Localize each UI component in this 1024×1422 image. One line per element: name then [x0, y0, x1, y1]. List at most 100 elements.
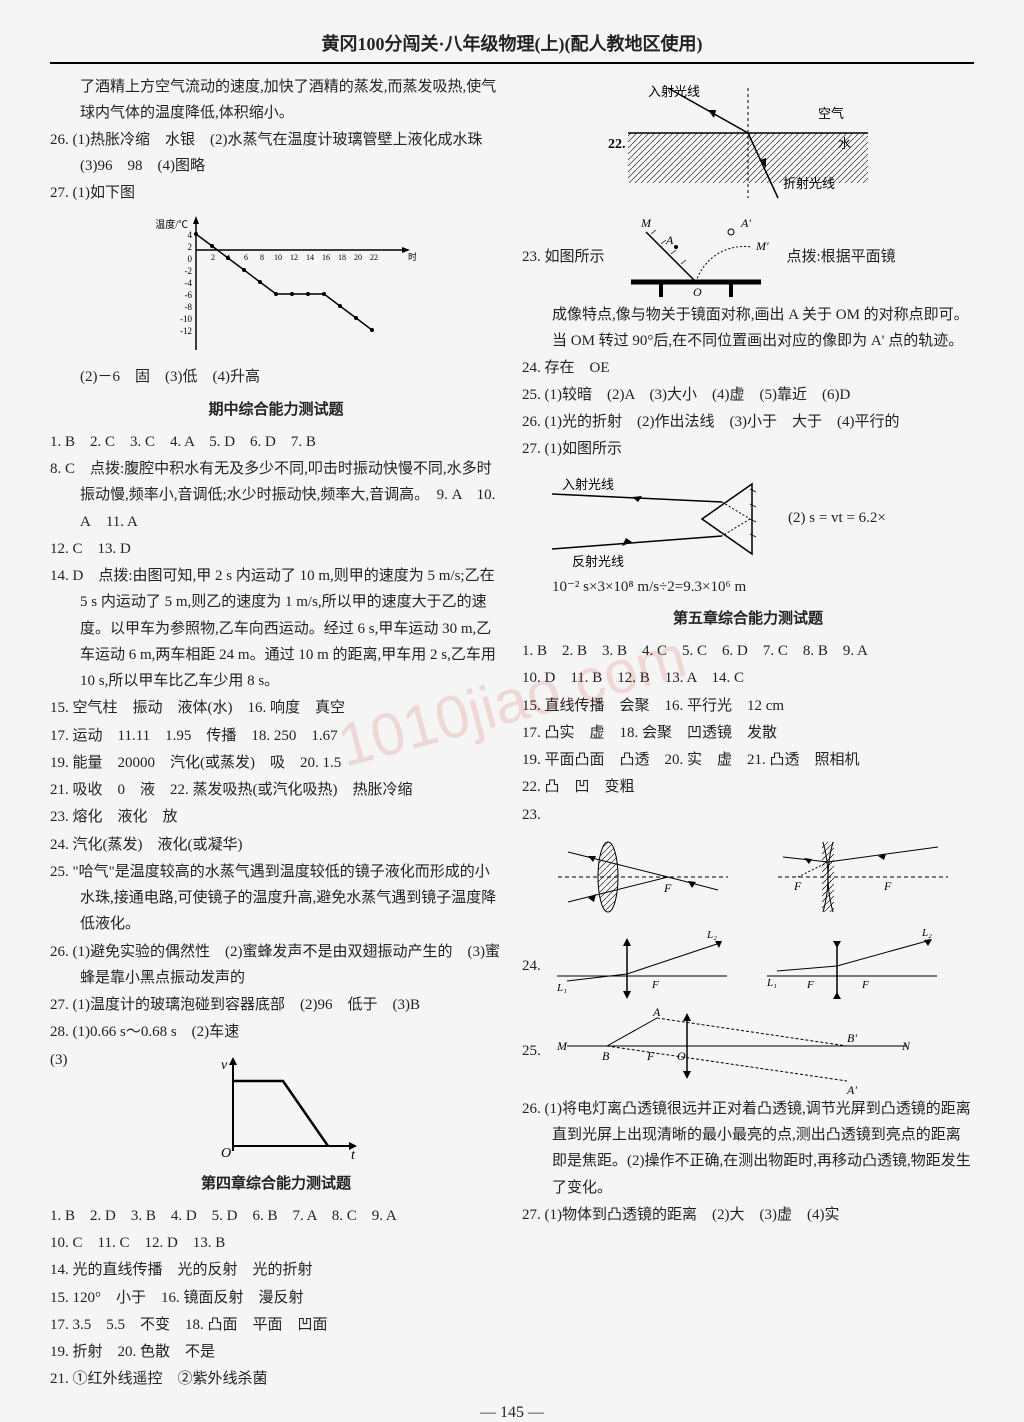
answer-item: 15. 直线传播 会聚 16. 平行光 12 cm: [522, 693, 974, 719]
answer-item: 19. 平面凸面 凸透 20. 实 虚 21. 凸透 照相机: [522, 747, 974, 773]
svg-text:6: 6: [244, 253, 248, 262]
answer-item: 12. C 13. D: [50, 536, 502, 562]
svg-text:O: O: [677, 1049, 686, 1063]
svg-text:18: 18: [338, 253, 346, 262]
answer-item: 1. B 2. D 3. B 4. D 5. D 6. B 7. A 8. C …: [50, 1203, 502, 1229]
answer-item: 23. 如图所示: [522, 244, 605, 270]
answer-item: 26. (1)将电灯离凸透镜很远并正对着凸透镜,调节光屏到凸透镜的距离直到光屏上…: [522, 1096, 974, 1201]
svg-text:0: 0: [188, 254, 193, 264]
svg-text:F: F: [883, 879, 892, 893]
svg-text:反射光线: 反射光线: [572, 554, 624, 569]
vt-graph-28: v t O: [213, 1051, 363, 1161]
svg-text:-6: -6: [185, 290, 193, 300]
page-number: — 145 —: [50, 1404, 974, 1422]
formula-text: (2) s = vt = 6.2×: [788, 505, 886, 531]
svg-text:B: B: [602, 1049, 610, 1063]
answer-item: 10. D 11. B 12. B 13. A 14. C: [522, 665, 974, 691]
page-header: 黄冈100分闯关·八年级物理(上)(配人教地区使用): [50, 30, 974, 64]
svg-text:A: A: [652, 1006, 661, 1019]
answer-item: 22. 凸 凹 变粗: [522, 774, 974, 800]
label: (3): [50, 1047, 68, 1073]
text-block: 了酒精上方空气流动的速度,加快了酒精的蒸发,而蒸发吸热,使气球内气体的温度降低,…: [50, 74, 502, 127]
prism-diagram-27: 入射光线 反射光线: [522, 464, 782, 574]
svg-text:A': A': [740, 216, 751, 230]
svg-text:时间/min: 时间/min: [408, 251, 416, 262]
svg-text:2: 2: [211, 253, 215, 262]
lens-diagrams-23: F F F: [538, 832, 958, 922]
lens-diagrams-24: F L₁ L₂ F F L₁ L₂: [547, 926, 947, 1006]
svg-text:L₁: L₁: [556, 982, 567, 994]
svg-text:22.: 22.: [608, 137, 626, 152]
svg-text:F: F: [646, 1049, 655, 1063]
answer-item: 25. "哈气"是温度较高的水蒸气遇到温度较低的镜子液化而形成的小水珠,接通电路…: [50, 859, 502, 938]
svg-text:14: 14: [306, 253, 314, 262]
answer-item: 10. C 11. C 12. D 13. B: [50, 1230, 502, 1256]
answer-item: 14. 光的直线传播 光的反射 光的折射: [50, 1257, 502, 1283]
refraction-diagram-22: 入射光线 空气 水 折射光线 22.: [608, 78, 888, 208]
answer-item: 15. 空气柱 振动 液体(水) 16. 响度 真空: [50, 695, 502, 721]
line-chart-27: 温度/℃ 时间/min 420 -2-4-6 -8-10-12 246 8101…: [136, 210, 416, 360]
answer-item: 26. (1)光的折射 (2)作出法线 (3)小于 大于 (4)平行的: [522, 409, 974, 435]
answer-item: 23.: [522, 802, 974, 828]
answer-item: 15. 120° 小于 16. 镜面反射 漫反射: [50, 1285, 502, 1311]
label: 入射光线: [648, 84, 700, 99]
text-block: 成像特点,像与物关于镜面对称,画出 A 关于 OM 的对称点即可。当 OM 转过…: [522, 302, 974, 355]
label: 折射光线: [783, 176, 835, 191]
svg-text:B': B': [847, 1031, 857, 1045]
svg-text:M': M': [755, 239, 769, 253]
answer-item: 28. (1)0.66 s～0.68 s (2)车速: [50, 1019, 502, 1045]
svg-text:F: F: [663, 881, 672, 895]
svg-text:20: 20: [354, 253, 362, 262]
svg-text:F: F: [806, 979, 814, 991]
svg-text:2: 2: [188, 242, 193, 252]
svg-text:F: F: [651, 979, 659, 991]
svg-text:-8: -8: [185, 302, 193, 312]
svg-text:O: O: [221, 1146, 231, 1161]
section-title-ch4: 第四章综合能力测试题: [50, 1171, 502, 1197]
svg-text:F: F: [861, 979, 869, 991]
svg-text:-4: -4: [185, 278, 193, 288]
svg-text:12: 12: [290, 253, 298, 262]
answer-item: 24. 汽化(蒸发) 液化(或凝华): [50, 832, 502, 858]
hint-text: 点拨:根据平面镜: [787, 244, 896, 270]
answer-item: 24. 存在 OE: [522, 355, 974, 381]
calculation-text: 10⁻² s×3×10⁸ m/s÷2=9.3×10⁶ m: [522, 574, 974, 600]
answer-item: 27. (1)温度计的玻璃泡碰到容器底部 (2)96 低于 (3)B: [50, 992, 502, 1018]
answer-item: 26. (1)避免实验的偶然性 (2)蜜蜂发声不是由双翅振动产生的 (3)蜜蜂是…: [50, 939, 502, 992]
svg-text:A: A: [665, 233, 674, 247]
plane-mirror-diagram-25: M N A B O F B' A': [547, 1006, 927, 1096]
two-column-layout: 了酒精上方空气流动的速度,加快了酒精的蒸发,而蒸发吸热,使气球内气体的温度降低,…: [50, 74, 974, 1394]
answer-item: 26. (1)热胀冷缩 水银 (2)水蒸气在温度计玻璃管壁上液化成水珠 (3)9…: [50, 127, 502, 180]
answer-item: 14. D 点拨:由图可知,甲 2 s 内运动了 10 m,则甲的速度为 5 m…: [50, 563, 502, 694]
answer-item: 27. (1)如下图: [50, 180, 502, 206]
svg-text:L₂: L₂: [706, 929, 717, 941]
answer-item: 17. 3.5 5.5 不变 18. 凸面 平面 凹面: [50, 1312, 502, 1338]
answer-item: 17. 运动 11.11 1.95 传播 18. 250 1.67: [50, 723, 502, 749]
svg-text:4: 4: [188, 230, 193, 240]
answer-item: 1. B 2. C 3. C 4. A 5. D 6. D 7. B: [50, 429, 502, 455]
svg-text:M: M: [640, 216, 652, 230]
svg-text:10: 10: [274, 253, 282, 262]
svg-text:L₂: L₂: [921, 927, 932, 939]
svg-text:-2: -2: [185, 266, 193, 276]
left-column: 了酒精上方空气流动的速度,加快了酒精的蒸发,而蒸发吸热,使气球内气体的温度降低,…: [50, 74, 502, 1394]
answer-item: 25. (1)较暗 (2)A (3)大小 (4)虚 (5)靠近 (6)D: [522, 382, 974, 408]
answer-item: 1. B 2. B 3. B 4. C 5. C 6. D 7. C 8. B …: [522, 638, 974, 664]
right-column: 入射光线 空气 水 折射光线 22. 23. 如图所示 M A': [522, 74, 974, 1394]
svg-text:A': A': [846, 1083, 857, 1096]
label: 空气: [818, 106, 844, 121]
answer-item: 21. 吸收 0 液 22. 蒸发吸热(或汽化吸热) 热胀冷缩: [50, 777, 502, 803]
section-title-midterm: 期中综合能力测试题: [50, 397, 502, 423]
answer-item: 27. (1)如图所示: [522, 436, 974, 462]
svg-text:t: t: [351, 1148, 356, 1161]
svg-text:O: O: [693, 285, 702, 299]
answer-item: 27. (1)物体到凸透镜的距离 (2)大 (3)虚 (4)实: [522, 1202, 974, 1228]
svg-text:M: M: [556, 1039, 568, 1053]
answer-item: 8. C 点拨:腹腔中积水有无及多少不同,叩击时振动快慢不同,水多时振动慢,频率…: [50, 456, 502, 535]
answer-item: 24.: [522, 953, 541, 979]
svg-text:16: 16: [322, 253, 330, 262]
answer-item: 19. 折射 20. 色散 不是: [50, 1339, 502, 1365]
svg-text:L₁: L₁: [766, 977, 777, 989]
svg-text:22: 22: [370, 253, 378, 262]
answer-item: 19. 能量 20000 汽化(或蒸发) 吸 20. 1.5: [50, 750, 502, 776]
